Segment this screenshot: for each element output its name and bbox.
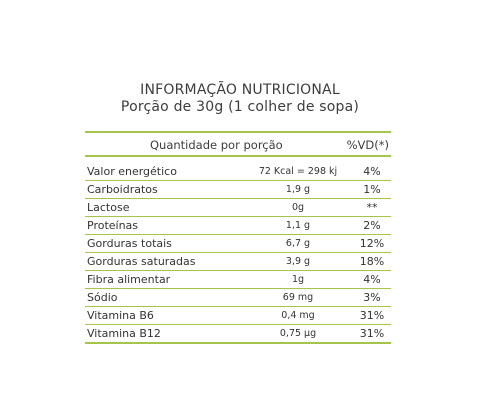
nutrient-vd: 18% (359, 255, 385, 268)
row-rule (85, 269, 391, 271)
table-top-rule (85, 131, 391, 133)
nutrient-name: Vitamina B12 (87, 327, 161, 340)
nutrient-amount: 1g (291, 273, 305, 285)
table-header: Quantidade por porção %VD(*) (85, 133, 391, 155)
table-row: Valor energético 72 Kcal = 298 kj 4% (85, 163, 391, 180)
nutrient-vd: ** (366, 201, 378, 214)
table-row: Carboidratos 1,9 g 1% (85, 181, 391, 198)
nutrient-amount: 3,9 g (285, 255, 311, 267)
nutrient-vd: 31% (359, 309, 385, 322)
row-rule (85, 233, 391, 235)
nutrition-title: INFORMAÇÃO NUTRICIONAL (140, 82, 340, 98)
nutrient-name: Carboidratos (87, 183, 158, 196)
row-rule (85, 197, 391, 199)
table-row: Proteínas 1,1 g 2% (85, 217, 391, 234)
nutrient-name: Fibra alimentar (87, 273, 171, 286)
nutrient-vd: 2% (363, 219, 381, 232)
table-row: Sódio 69 mg 3% (85, 289, 391, 306)
nutrient-name: Lactose (87, 201, 130, 214)
nutrient-vd: 4% (363, 273, 381, 286)
nutrient-amount: 72 Kcal = 298 kj (258, 165, 338, 177)
serving-size: Porção de 30g (1 colher de sopa) (120, 99, 360, 115)
table-row: Lactose 0g ** (85, 199, 391, 216)
nutrient-name: Gorduras totais (87, 237, 172, 250)
row-rule (85, 251, 391, 253)
nutrient-vd: 1% (363, 183, 381, 196)
row-rule (85, 179, 391, 181)
header-rule (85, 155, 391, 157)
nutrient-amount: 0g (291, 201, 305, 213)
nutrient-name: Vitamina B6 (87, 309, 154, 322)
row-rule (85, 215, 391, 217)
nutrient-name: Valor energético (87, 165, 177, 178)
table-row: Vitamina B6 0,4 mg 31% (85, 307, 391, 324)
nutrient-amount: 6,7 g (285, 237, 311, 249)
nutrient-vd: 3% (363, 291, 381, 304)
nutrient-amount: 1,9 g (285, 183, 311, 195)
nutrient-name: Sódio (87, 291, 118, 304)
row-rule (85, 287, 391, 289)
nutrient-vd: 12% (359, 237, 385, 250)
table-bottom-rule (85, 341, 391, 344)
nutrient-amount: 0,75 µg (279, 327, 317, 339)
nutrient-name: Gorduras saturadas (87, 255, 196, 268)
nutrient-amount: 69 mg (282, 291, 314, 303)
table-row: Gorduras saturadas 3,9 g 18% (85, 253, 391, 270)
table-row: Fibra alimentar 1g 4% (85, 271, 391, 288)
table-row: Vitamina B12 0,75 µg 31% (85, 325, 391, 342)
nutrition-table: Quantidade por porção %VD(*) Valor energ… (85, 131, 391, 344)
nutrient-vd: 31% (359, 327, 385, 340)
quantity-header: Quantidade por porção (150, 138, 283, 152)
row-rule (85, 323, 391, 325)
nutrient-vd: 4% (363, 165, 381, 178)
row-rule (85, 305, 391, 307)
nutrient-amount: 1,1 g (285, 219, 311, 231)
nutrient-amount: 0,4 mg (281, 309, 315, 321)
table-row: Gorduras totais 6,7 g 12% (85, 235, 391, 252)
vd-header: %VD(*) (346, 138, 389, 152)
nutrient-name: Proteínas (87, 219, 139, 232)
